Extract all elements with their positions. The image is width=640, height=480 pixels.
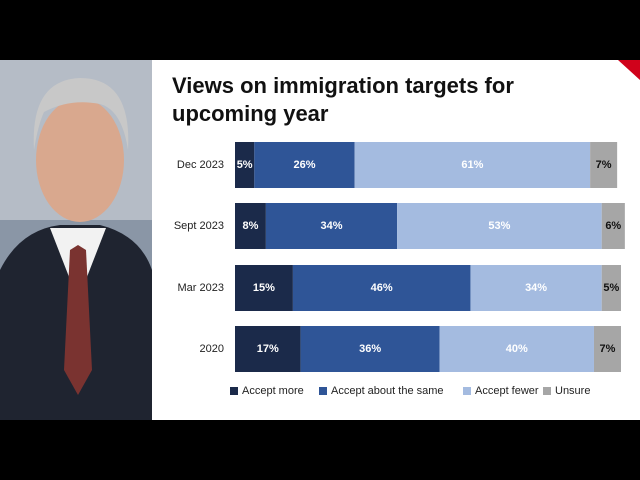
y-tick-label: Mar 2023 xyxy=(178,282,224,294)
legend-label: Accept about the same xyxy=(331,385,444,397)
y-tick-label: 2020 xyxy=(200,343,224,355)
legend-label: Accept fewer xyxy=(475,385,539,397)
value-label: 5% xyxy=(603,282,619,294)
bar-segment xyxy=(235,265,293,311)
value-label: 7% xyxy=(596,159,612,171)
bar-segment xyxy=(593,326,621,372)
legend-swatch xyxy=(230,387,238,395)
bar-segment xyxy=(590,142,618,188)
value-label: 15% xyxy=(253,282,275,294)
value-label: 26% xyxy=(293,159,315,171)
y-tick-label: Sept 2023 xyxy=(174,220,224,232)
bar-segment xyxy=(292,265,471,311)
legend-swatch xyxy=(543,387,551,395)
value-label: 53% xyxy=(488,220,510,232)
legend-swatch xyxy=(463,387,471,395)
bar-segment xyxy=(601,203,625,249)
value-label: 7% xyxy=(600,343,616,355)
bar-segment xyxy=(470,265,602,311)
value-label: 17% xyxy=(257,343,279,355)
value-label: 8% xyxy=(242,220,258,232)
corner-accent xyxy=(618,60,640,80)
bar-segment xyxy=(397,203,602,249)
value-label: 36% xyxy=(359,343,381,355)
bar-segment xyxy=(300,326,440,372)
legend-label: Accept more xyxy=(242,385,304,397)
bar-segment xyxy=(354,142,591,188)
bar-segment xyxy=(265,203,398,249)
legend-swatch xyxy=(319,387,327,395)
value-label: 40% xyxy=(506,343,528,355)
value-label: 34% xyxy=(525,282,547,294)
bar-segment xyxy=(254,142,355,188)
bar-segment xyxy=(235,142,255,188)
y-tick-label: Dec 2023 xyxy=(177,159,224,171)
legend-label: Unsure xyxy=(555,385,590,397)
bar-segment xyxy=(601,265,621,311)
value-label: 34% xyxy=(320,220,342,232)
value-label: 6% xyxy=(605,220,621,232)
bar-segment xyxy=(235,326,301,372)
presenter-photo xyxy=(0,60,152,420)
bar-segment xyxy=(235,203,266,249)
chart-title: Views on immigration targets for upcomin… xyxy=(172,73,514,126)
value-label: 46% xyxy=(371,282,393,294)
bar-segment xyxy=(439,326,594,372)
value-label: 5% xyxy=(237,159,253,171)
value-label: 61% xyxy=(461,159,483,171)
